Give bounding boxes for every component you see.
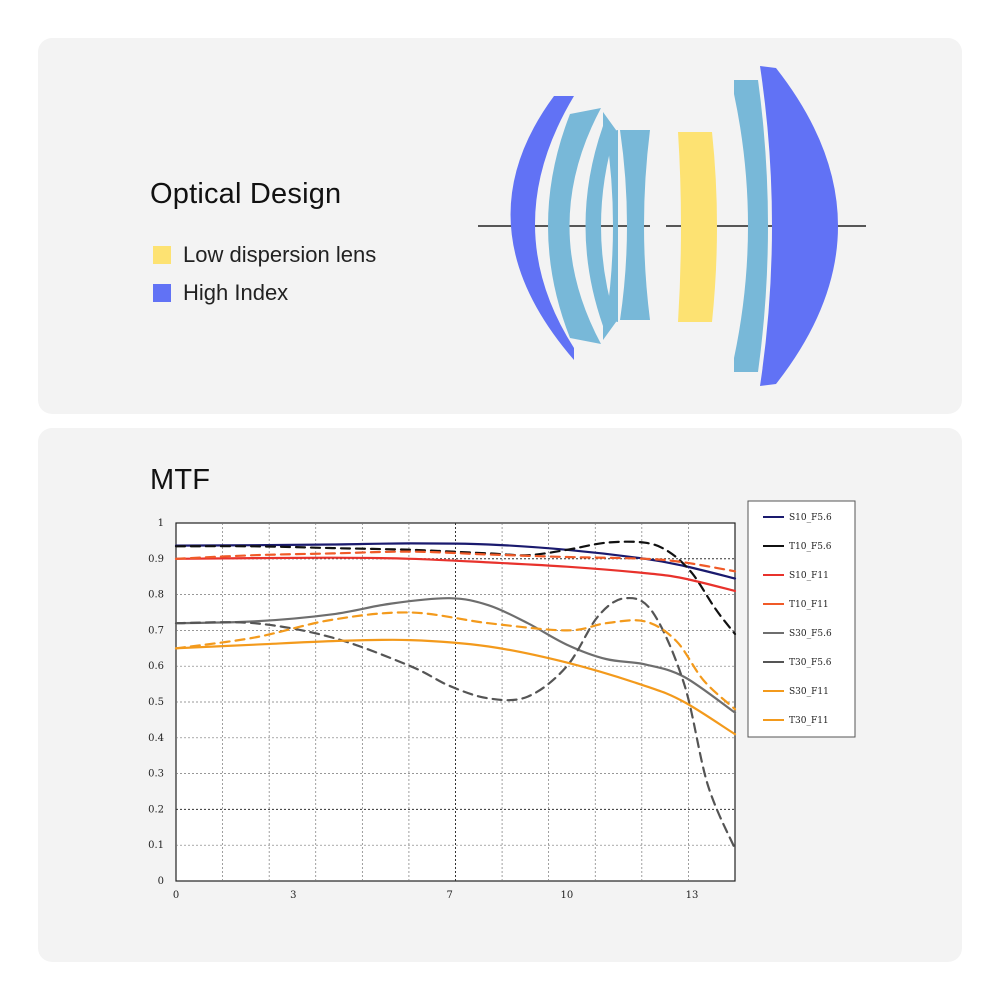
legend-label: S30_F5.6 — [789, 629, 832, 639]
mtf-panel: MTF 0 0.1 0.2 0.3 0.4 0.5 0.6 0.7 0.8 0.9 1 0 3 7 10 13… — [38, 428, 962, 962]
lens-element-3 — [585, 112, 616, 340]
legend-label-low-dispersion: Low dispersion lens — [183, 242, 377, 267]
legend-label: T30_F5.6 — [789, 658, 832, 668]
y-tick-label: 0.9 — [148, 554, 164, 565]
legend-label: T10_F5.6 — [789, 542, 832, 552]
legend-item-high-index: High Index — [153, 280, 288, 306]
lens-element-5 — [606, 130, 618, 322]
x-tick-label: 7 — [446, 890, 452, 901]
y-tick-label: 0.7 — [148, 625, 164, 636]
y-tick-label: 0.2 — [148, 804, 164, 815]
x-tick-label: 0 — [173, 890, 179, 901]
legend-item-low-dispersion: Low dispersion lens — [153, 242, 376, 268]
y-tick-label: 0.1 — [148, 840, 164, 851]
high-index-swatch — [153, 284, 171, 302]
lens-element-2 — [548, 108, 601, 344]
series-line-s10-f11 — [174, 556, 737, 593]
series-line-t30-f5-6 — [174, 596, 737, 850]
y-tick-label: 0 — [158, 876, 164, 887]
y-tick-label: 0.4 — [148, 733, 164, 744]
optical-design-panel: Optical Design Low dispersion lens High … — [38, 38, 962, 414]
legend-label: T10_F11 — [789, 600, 829, 610]
legend-label: S10_F11 — [789, 571, 829, 581]
lens-element-1-high-index — [510, 96, 574, 360]
mtf-title: MTF — [150, 464, 211, 496]
lens-element-7-low-dispersion — [678, 132, 717, 322]
legend-label: T30_F11 — [789, 716, 829, 726]
lens-element-8 — [734, 80, 768, 372]
series-line-t10-f11 — [174, 550, 737, 573]
y-tick-label: 0.3 — [148, 769, 164, 780]
low-dispersion-swatch — [153, 246, 171, 264]
series-line-t30-f11 — [174, 611, 737, 711]
lens-element-6 — [620, 130, 650, 320]
mtf-chart: 00.10.20.30.40.50.60.70.80.910 3 7 10 13S10_… — [148, 500, 856, 901]
legend-label: S30_F11 — [789, 687, 829, 697]
y-tick-label: 0.8 — [148, 590, 164, 601]
lens-diagram — [478, 66, 866, 386]
x-tick-label: 10 — [561, 890, 574, 901]
chart-legend — [747, 500, 856, 738]
series-line-s30-f11 — [174, 638, 737, 736]
series-line-t10-f5-6 — [174, 540, 737, 636]
x-tick-label: 3 — [290, 890, 296, 901]
optical-design-title: Optical Design — [150, 178, 342, 210]
legend-label-high-index: High Index — [183, 280, 289, 305]
y-tick-label: 1 — [158, 518, 164, 529]
y-tick-label: 0.5 — [148, 697, 164, 708]
series-line-s30-f5-6 — [174, 597, 737, 714]
x-tick-label: 13 — [686, 890, 699, 901]
y-tick-label: 0.6 — [148, 661, 164, 672]
series-line-s10-f5-6 — [174, 542, 737, 580]
lens-element-9-high-index — [760, 66, 838, 386]
legend-label: S10_F5.6 — [789, 513, 832, 523]
